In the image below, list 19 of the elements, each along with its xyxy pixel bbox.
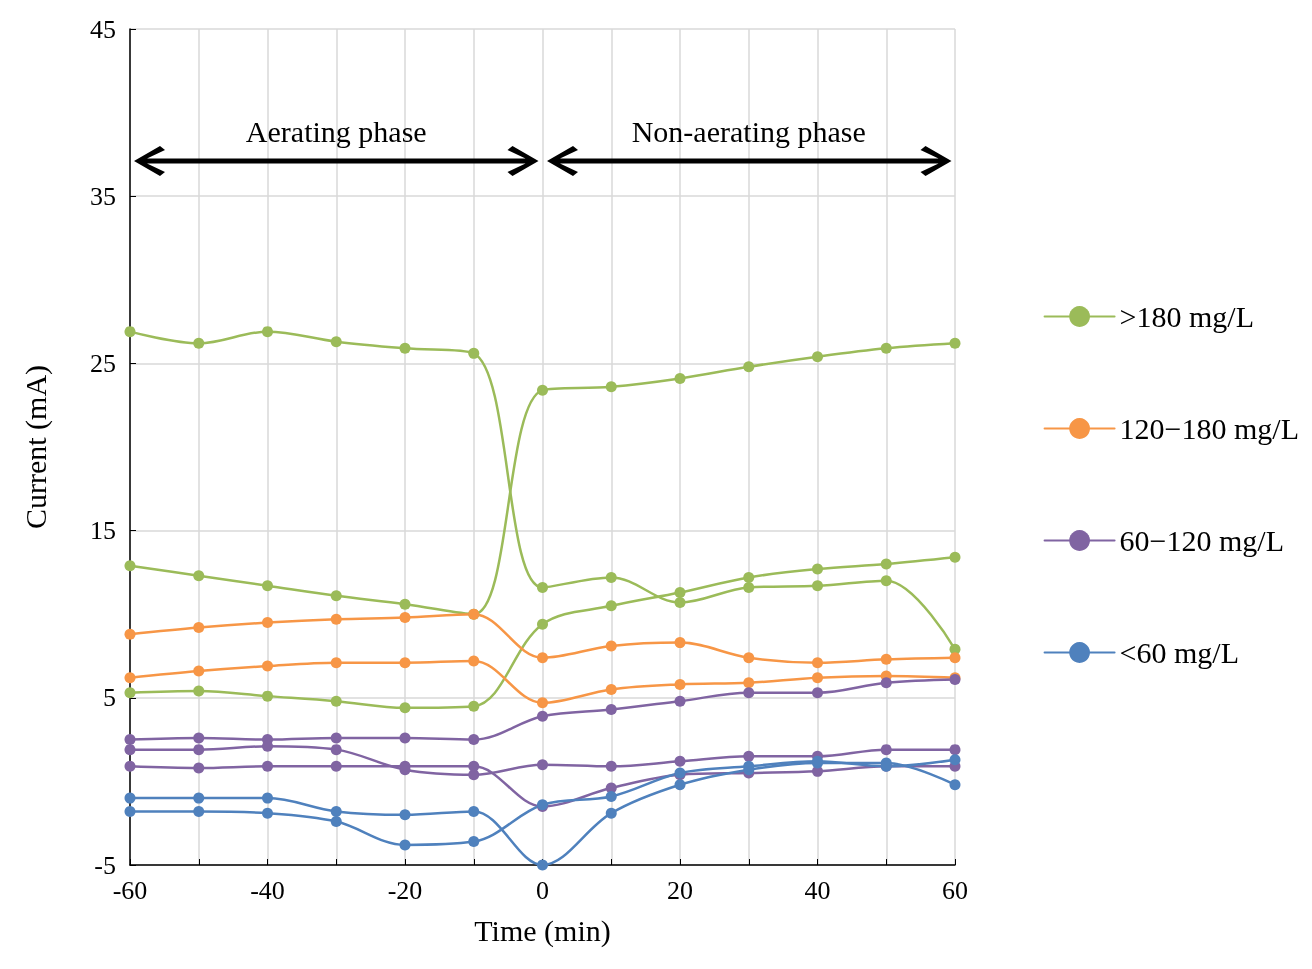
x-tick-label: 60 [942, 875, 968, 905]
legend-label: <60 mg/L [1119, 636, 1240, 669]
legend-label: 60−120 mg/L [1119, 524, 1285, 557]
annotation: Non-aerating phase [630, 115, 867, 149]
x-tick-label: 0 [536, 875, 549, 905]
y-tick-label: 45 [90, 14, 116, 44]
annotation: Aerating phase [244, 115, 428, 149]
legend-label: 120−180 mg/L [1119, 412, 1300, 445]
y-tick-label: 25 [90, 348, 116, 378]
x-tick-label: 20 [667, 875, 693, 905]
x-tick-label: 40 [804, 875, 831, 905]
y-axis-title: Current (mA) [18, 364, 53, 530]
legend-label: >180 mg/L [1119, 300, 1255, 333]
y-tick-label: 35 [90, 181, 116, 211]
x-axis-title: Time (min) [474, 913, 611, 948]
x-tick-label: -20 [387, 875, 423, 905]
y-tick-label: 15 [90, 516, 116, 546]
y-tick-label: 5 [103, 683, 116, 713]
x-tick-label: -40 [250, 875, 285, 905]
